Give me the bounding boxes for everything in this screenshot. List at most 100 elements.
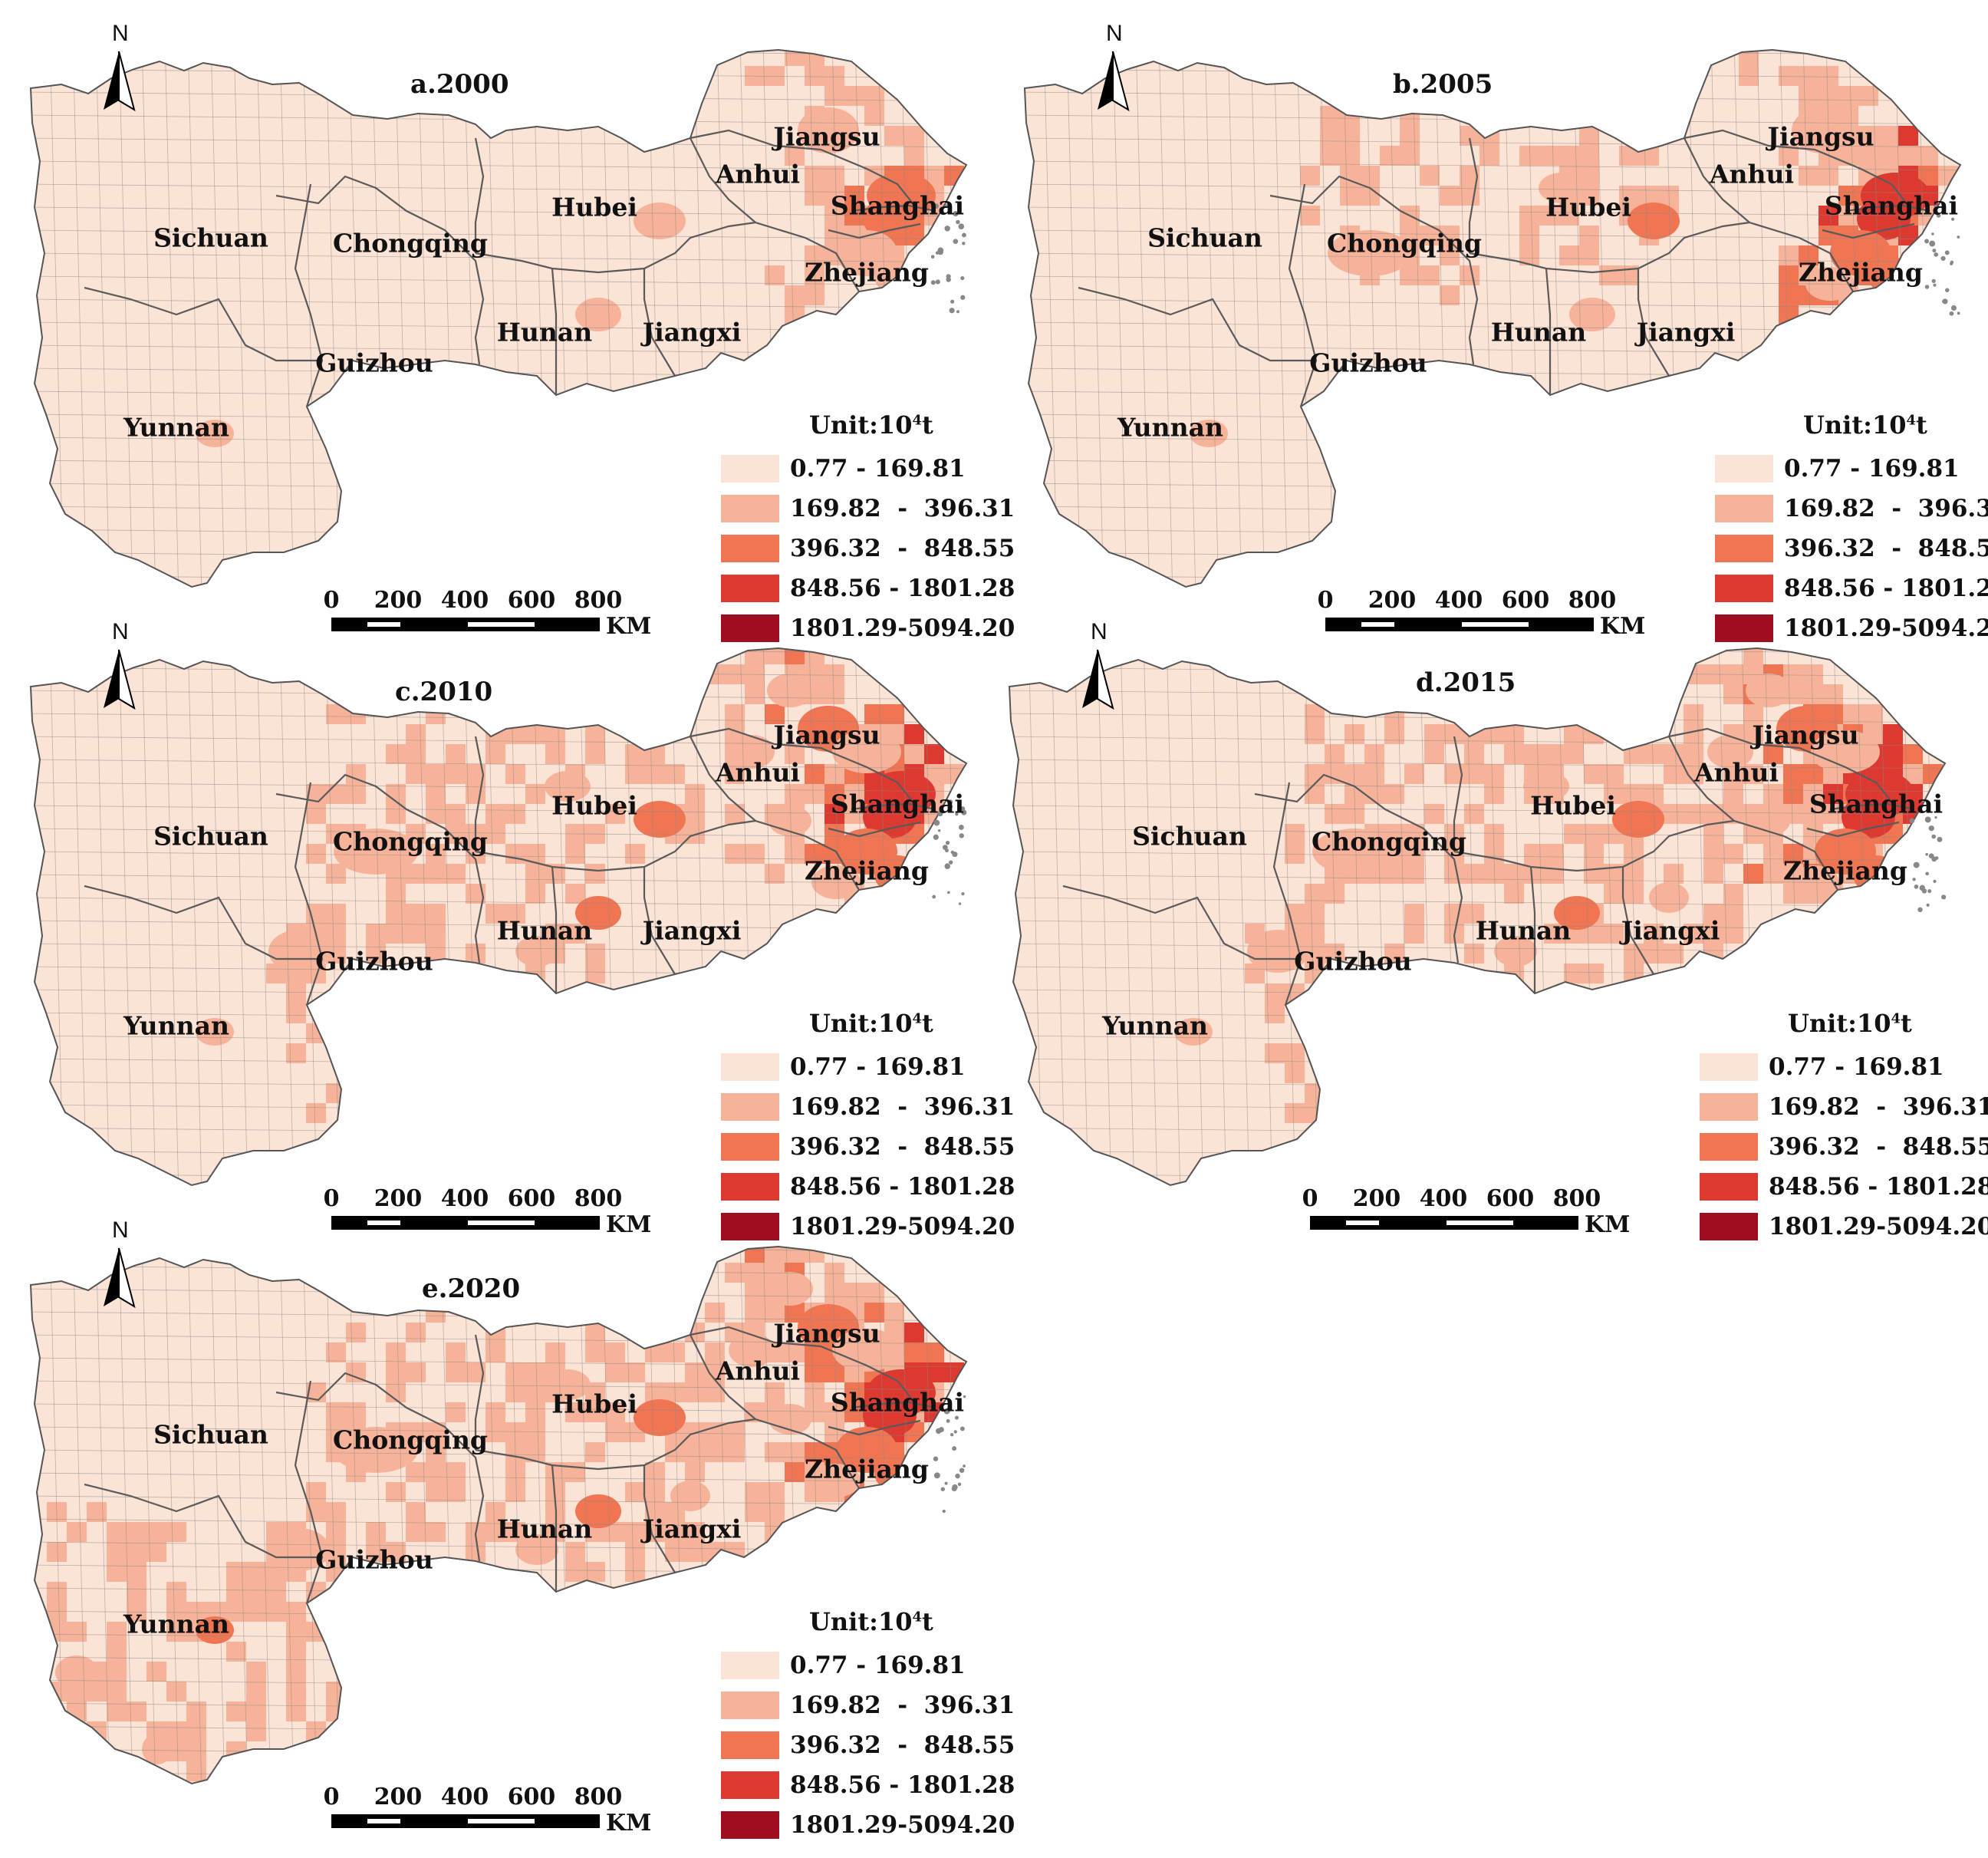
scale-bar-graphic: [331, 1814, 600, 1828]
county-cell: [725, 804, 745, 824]
island: [1950, 260, 1954, 265]
county-cell: [485, 1402, 505, 1422]
county-boundary: [31, 805, 966, 815]
county-cell: [1440, 245, 1460, 265]
county-boundary: [118, 648, 133, 1185]
region-outline: [1023, 48, 1962, 588]
island: [956, 310, 959, 314]
province-label-shanghai: Shanghai: [830, 1387, 965, 1418]
county-cell: [406, 904, 426, 924]
legend-label: 0.77 - 169.81: [1784, 455, 1960, 483]
county-cell: [1723, 904, 1743, 924]
county-cell: [1584, 964, 1604, 983]
scale-tick-label: 600: [507, 1185, 556, 1212]
scale-tick-label: 200: [1368, 587, 1417, 614]
scale-tick-label: 400: [440, 1185, 489, 1212]
province-boundary: [690, 137, 860, 292]
county-cell: [286, 1622, 306, 1642]
county-boundary: [1273, 50, 1289, 587]
county-cell: [1305, 1083, 1325, 1103]
county-cell: [1484, 824, 1504, 844]
province-boundary: [690, 1326, 913, 1401]
county-cell: [1464, 864, 1484, 884]
county-boundary: [1181, 50, 1196, 587]
county-boundary: [1258, 648, 1273, 1185]
legend-label: 848.56 - 1801.28: [1769, 1173, 1988, 1201]
legend-swatch: [721, 1811, 779, 1839]
province-label-jiangxi: Jiangxi: [642, 1514, 742, 1544]
county-cell: [1519, 206, 1539, 226]
county-cell: [785, 1442, 805, 1462]
county-cell: [485, 1522, 505, 1542]
legend-item: 848.56 - 1801.28: [1715, 568, 1988, 608]
province-boundary: [643, 268, 676, 377]
province-boundary: [1621, 867, 1654, 975]
legend-swatch: [721, 1133, 779, 1161]
province-boundary: [84, 885, 322, 960]
legend-label: 169.82 - 396.31: [1769, 1093, 1988, 1121]
county-cell: [824, 206, 844, 226]
legend-item: 396.32 - 848.55: [721, 1725, 1015, 1765]
county-cell: [1544, 924, 1564, 944]
county-cell: [824, 664, 844, 684]
county-cell: [366, 1522, 386, 1542]
county-boundary: [1009, 874, 1945, 885]
county-cell: [665, 1442, 685, 1462]
island: [953, 1430, 957, 1434]
island: [1921, 888, 1927, 894]
county-cell: [864, 86, 884, 106]
region-outline: [29, 1245, 968, 1785]
region-outline: [29, 48, 968, 588]
county-cell: [1723, 684, 1743, 704]
county-cell: [446, 1462, 466, 1482]
province-boundary: [1529, 866, 1536, 993]
scale-tick-label: 600: [1501, 587, 1550, 614]
island: [949, 308, 955, 314]
island: [944, 204, 949, 209]
county-cell: [107, 1642, 127, 1662]
legend-item: 0.77 - 169.81: [1700, 1047, 1953, 1087]
county-cell: [884, 126, 904, 146]
county-hotspot: [268, 1528, 330, 1571]
county-boundary: [141, 1247, 156, 1784]
county-cell: [904, 744, 924, 764]
county-cell: [386, 1482, 406, 1502]
county-cell: [1444, 864, 1464, 884]
county-cell: [1484, 864, 1504, 884]
county-cell: [1644, 744, 1664, 764]
county-hotspot: [545, 771, 591, 802]
county-cell: [1479, 146, 1499, 166]
county-cell: [326, 1702, 346, 1721]
county-cell: [1624, 844, 1644, 864]
legend-item: 0.77 - 169.81: [1715, 449, 1968, 489]
county-cell: [725, 704, 745, 724]
county-cell: [685, 804, 705, 824]
county-cell: [1420, 265, 1440, 285]
county-boundary: [31, 298, 966, 309]
scale-tick-label: 400: [440, 587, 489, 614]
legend-item: 396.32 - 848.55: [721, 1127, 1015, 1167]
county-cell: [1340, 126, 1360, 146]
county-cell: [1325, 884, 1345, 904]
legend-item: 1801.29-5094.20: [721, 1805, 1015, 1845]
county-cell: [705, 1442, 725, 1462]
county-hotspot: [1190, 420, 1228, 447]
county-cell: [426, 904, 446, 924]
county-cell: [685, 1442, 705, 1462]
county-cell: [426, 1522, 446, 1542]
county-cell: [166, 1602, 186, 1622]
county-cell: [685, 784, 705, 804]
county-cell: [1424, 804, 1444, 824]
county-hotspot: [1523, 771, 1569, 802]
county-cell: [685, 1422, 705, 1442]
county-cell: [446, 1342, 466, 1362]
county-cell: [785, 50, 805, 66]
county-boundary: [279, 50, 295, 587]
county-cell: [485, 824, 505, 844]
island: [1931, 834, 1937, 839]
county-cell: [705, 1303, 725, 1323]
county-cell: [485, 1422, 505, 1442]
county-cell: [844, 186, 864, 206]
province-label-yunnan: Yunnan: [123, 1010, 230, 1041]
province-label-sichuan: Sichuan: [153, 222, 268, 253]
